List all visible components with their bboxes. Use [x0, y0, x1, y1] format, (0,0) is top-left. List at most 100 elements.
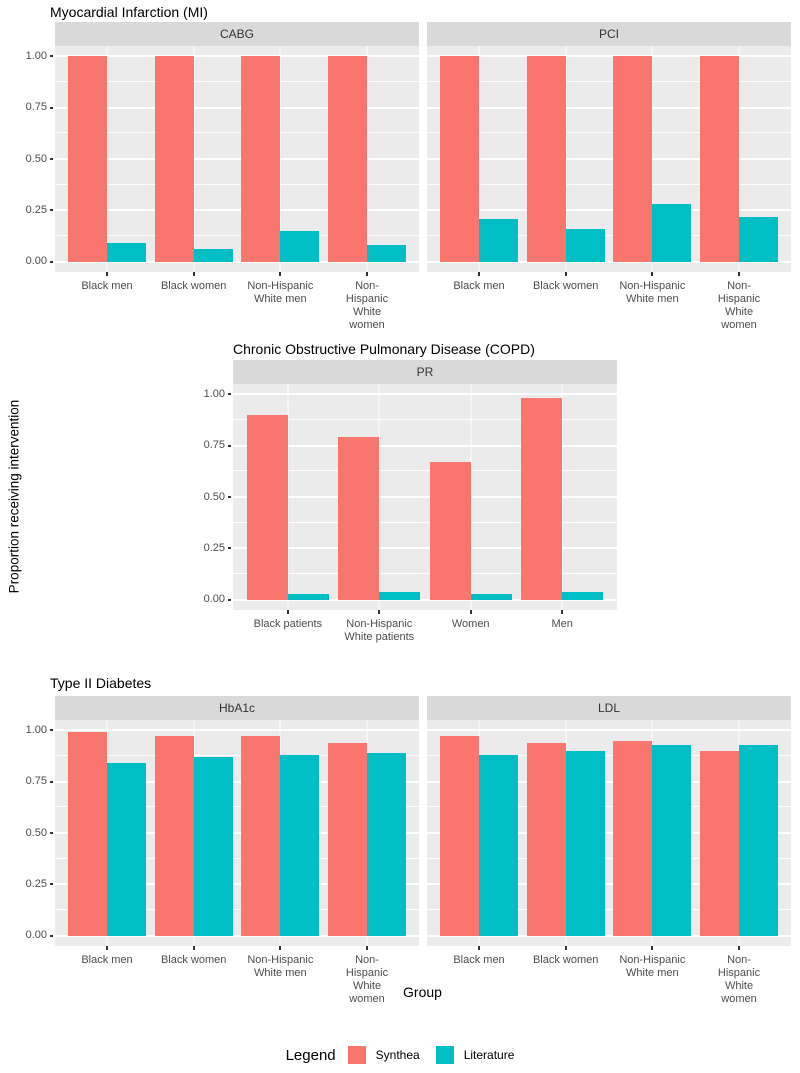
y-tick-mark: [50, 106, 53, 109]
bar-synthea: [613, 740, 653, 936]
gridline-x: [193, 46, 195, 272]
x-axis: Black patients Non-Hispanic White patient…: [233, 610, 617, 654]
gridline-x: [565, 46, 567, 272]
y-tick-mark: [228, 598, 231, 601]
x-tick-mark: [651, 946, 654, 950]
gridline-x: [738, 46, 740, 272]
gridline-major: [55, 260, 419, 263]
x-axis: Black men Black women Non-Hispanic White m…: [427, 272, 791, 331]
gridline-x: [651, 46, 653, 272]
x-axis-title: Group: [403, 984, 442, 1000]
facet-pr: PR Black patients Non-Hispanic White patie…: [233, 360, 617, 654]
x-tick-label: Black women: [532, 954, 599, 966]
chart-section-mi: Myocardial Infarction (MI) 1.00 0.75 0.50 0…: [0, 0, 800, 331]
chart-body-diabetes: 1.00 0.75 0.50 0.25 0.00 HbA1c Black men Black …: [0, 696, 800, 1005]
legend-label-literature: Literature: [463, 1048, 515, 1062]
chart-title-diabetes: Type II Diabetes: [50, 675, 152, 691]
bar-synthea: [328, 56, 367, 262]
y-tick-label: 0.50: [25, 152, 47, 165]
gridline-major: [427, 209, 791, 212]
chart-title-copd: Chronic Obstructive Pulmonary Disease (C…: [233, 341, 535, 357]
gridline-major: [55, 934, 419, 937]
panel-pci: [427, 46, 791, 272]
x-axis: Black men Black women Non-Hispanic White m…: [427, 946, 791, 1005]
x-tick-mark: [478, 946, 480, 950]
y-tick-mark: [50, 260, 53, 263]
y-tick-label: 1.00: [203, 387, 225, 400]
x-tick-label: Non-Hispanic White men: [247, 954, 314, 979]
gridline-minor: [55, 235, 419, 237]
y-axis: 1.00 0.75 0.50 0.25 0.00: [0, 22, 55, 272]
gridline-x: [470, 384, 472, 610]
x-tick-label: Black men: [81, 280, 133, 292]
x-tick-mark: [106, 272, 108, 276]
x-tick-label: Non-Hispanic White women: [717, 280, 761, 331]
bar-literature: [562, 591, 604, 600]
gridline-minor: [427, 806, 791, 808]
gridline-x: [366, 46, 368, 272]
bar-literature: [739, 216, 778, 262]
y-tick-mark: [50, 934, 53, 937]
x-axis: Black men Black women Non-Hispanic White m…: [55, 946, 419, 1005]
gridline-minor: [427, 857, 791, 859]
x-tick-mark: [106, 946, 108, 950]
gridline-minor: [427, 909, 791, 911]
chart-section-copd: Chronic Obstructive Pulmonary Disease (C…: [178, 338, 617, 654]
x-tick-mark: [561, 610, 564, 614]
bar-synthea: [338, 437, 380, 600]
facet-pci: PCI Black men Black women Non-Hispanic Whit…: [427, 22, 791, 331]
x-tick-mark: [286, 610, 289, 614]
gridline-major: [233, 547, 617, 550]
bar-literature: [652, 204, 692, 262]
x-tick-label: Men: [551, 618, 573, 630]
gridline-major: [427, 106, 791, 109]
gridline-minor: [55, 80, 419, 82]
gridline-minor: [55, 909, 419, 911]
gridline-minor: [55, 183, 419, 185]
bar-synthea: [429, 462, 471, 600]
bar-synthea: [68, 56, 107, 262]
bar-literature: [565, 228, 605, 262]
y-tick-label: 0.75: [25, 775, 47, 788]
y-tick-label: 0.50: [203, 490, 225, 503]
facet-strip-pr: PR: [233, 360, 617, 384]
x-tick-mark: [366, 946, 368, 950]
gridline-x: [561, 384, 563, 610]
x-tick-mark: [366, 272, 368, 276]
facet-hba1c: HbA1c Black men Black women Non-Hispanic Wh…: [55, 696, 419, 1005]
x-tick-mark: [192, 272, 195, 276]
x-tick-mark: [738, 272, 740, 276]
gridline-major: [55, 780, 419, 783]
y-tick-mark: [50, 55, 53, 58]
x-tick-mark: [738, 946, 740, 950]
y-tick-label: 0.00: [25, 929, 47, 942]
bar-literature: [287, 593, 329, 600]
x-tick-label: Non-Hispanic White men: [619, 954, 686, 979]
bar-synthea: [154, 56, 194, 262]
bar-literature: [367, 245, 406, 262]
bar-literature: [652, 744, 692, 936]
gridline-major: [427, 934, 791, 937]
gridline-x: [279, 46, 281, 272]
gridline-minor: [427, 132, 791, 134]
x-tick-mark: [279, 272, 282, 276]
y-tick-label: 1.00: [25, 49, 47, 62]
gridline-minor: [233, 418, 617, 420]
bar-synthea: [700, 750, 739, 936]
bar-synthea: [68, 732, 107, 936]
y-tick-mark: [228, 393, 231, 396]
bar-synthea: [241, 736, 281, 936]
y-tick-mark: [50, 209, 53, 212]
gridline-major: [233, 393, 617, 396]
bar-literature: [193, 756, 233, 936]
y-tick-mark: [50, 780, 53, 783]
x-tick-mark: [279, 946, 282, 950]
x-tick-label: Non-Hispanic White men: [619, 280, 686, 305]
panel-pr: [233, 384, 617, 610]
gridline-major: [55, 55, 419, 58]
chart-body-mi: 1.00 0.75 0.50 0.25 0.00 CABG Black men Black w…: [0, 22, 800, 331]
x-tick-label: Black patients: [253, 618, 323, 630]
x-tick-label: Non-Hispanic White women: [717, 954, 761, 1005]
x-tick-mark: [378, 610, 381, 614]
